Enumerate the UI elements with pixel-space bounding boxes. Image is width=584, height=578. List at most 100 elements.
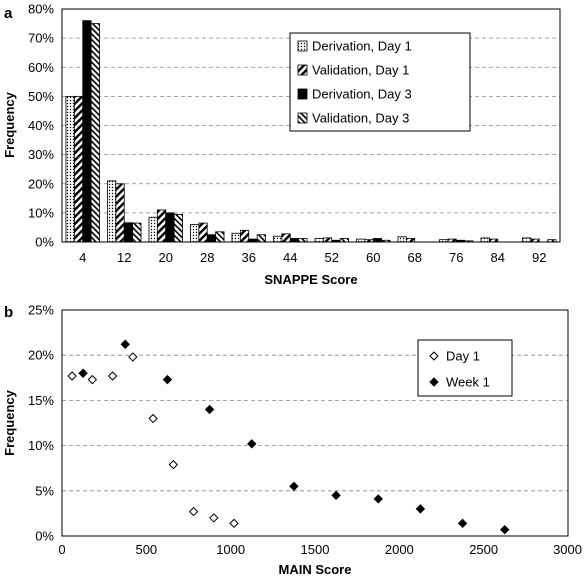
panel-a-bar <box>73 95 84 243</box>
panel-a-bar <box>231 232 241 243</box>
panel-a-y-tick-label: 40% <box>28 118 54 133</box>
panel-a-legend-swatch <box>297 64 308 76</box>
panel-a-x-axis-title: SNAPPE Score <box>264 272 357 287</box>
panel-b-y-tick-label: 20% <box>28 348 54 363</box>
panel-a-x-tick-labels: 4 12 20 28 36 44 52 60 68 76 84 92 <box>79 250 546 265</box>
panel-b-point <box>128 352 138 362</box>
panel-b-legend-marker <box>429 351 439 361</box>
panel-a-legend-swatch <box>297 88 308 100</box>
panel-a-x-tick-label: 92 <box>532 250 546 265</box>
panel-b-point <box>289 481 299 491</box>
panel-a-bar <box>82 20 92 243</box>
panel-a-bar <box>173 213 183 243</box>
panel-a-bar <box>198 222 208 243</box>
panel-a-x-tick-label: 60 <box>366 250 380 265</box>
panel-a-bar <box>314 238 324 243</box>
panel-b-point <box>67 371 77 381</box>
panel-a-bar <box>372 238 383 243</box>
panel-a-label: a <box>4 5 13 22</box>
panel-a-bar <box>339 238 349 243</box>
panel-b-point <box>107 371 118 381</box>
panel-a-y-tick-label: 10% <box>28 205 54 220</box>
panel-b-point <box>204 404 215 415</box>
panel-b-point <box>373 494 383 504</box>
panel-b-x-axis-title: MAIN Score <box>279 562 352 577</box>
panel-b-point <box>120 339 130 350</box>
panel-b-point <box>168 459 179 470</box>
panel-a-bar <box>65 95 75 243</box>
panel-b-plot-frame <box>61 309 569 537</box>
panel-a-bar <box>273 235 283 243</box>
panel-a-x-tick-label: 4 <box>79 250 86 265</box>
panel-a-bar <box>107 180 117 243</box>
panel-a-y-tick-label: 50% <box>28 89 54 104</box>
panel-b-legend-label: Day 1 <box>446 349 480 364</box>
panel-a-bar <box>156 209 167 243</box>
panel-b-point <box>457 518 468 529</box>
panel-a-bar <box>289 238 300 243</box>
panel-a-bar <box>90 23 100 243</box>
panel-a-legend-swatch <box>297 40 308 52</box>
panel-b-y-tick-label: 10% <box>28 438 54 453</box>
panel-a-legend-label: Validation, Day 1 <box>312 63 409 78</box>
panel-a-bar <box>215 231 225 243</box>
panel-a-bar <box>239 229 250 243</box>
panel-a-bar <box>148 216 158 243</box>
panel-a-y-tick-label: 60% <box>28 60 54 75</box>
panel-a-legend-label: Derivation, Day 1 <box>312 39 412 54</box>
panel-a-bar <box>190 224 200 243</box>
panel-a-x-tick-label: 12 <box>117 250 131 265</box>
panel-a-x-tick-label: 76 <box>449 250 463 265</box>
panel-b-point <box>331 490 341 501</box>
panel-b-point <box>78 368 88 378</box>
panel-a-y-tick-label: 80% <box>28 2 54 17</box>
panel-a-y-axis-title: Frequency <box>2 91 17 158</box>
panel-b-y-tick-label: 5% <box>35 483 54 498</box>
panel-b-x-tick-label: 1500 <box>301 542 330 557</box>
panel-a-bar <box>123 222 134 243</box>
panel-a-bar <box>298 238 308 243</box>
panel-a-legend: Derivation, Day 1 Validation, Day 1 Deriva… <box>289 32 471 132</box>
panel-b-legend-label: Week 1 <box>446 375 490 390</box>
panel-b-point <box>87 374 98 385</box>
panel-a-bar <box>132 222 142 243</box>
panel-a-plot-frame <box>61 8 561 243</box>
panel-b-point <box>415 504 426 514</box>
panel-a-y-tick-label: 70% <box>28 31 54 46</box>
panel-a-x-tick-label: 52 <box>325 250 339 265</box>
panel-b-x-tick-labels: 0 500 1000 1500 2000 2500 3000 <box>58 542 582 557</box>
panel-a-x-tick-label: 44 <box>283 250 297 265</box>
panel-a-legend-box <box>289 32 471 132</box>
panel-b-point <box>209 513 219 523</box>
panel-a-bar <box>322 237 333 243</box>
panel-a-bar <box>405 238 416 243</box>
panel-b-legend-marker <box>429 377 439 387</box>
panel-a: a 0% 10% 20% 30% 40% 50% 60% 70% 80% 4 12 20 28 36 44… <box>2 2 561 287</box>
panel-b-y-tick-label: 15% <box>28 393 54 408</box>
panel-b-y-axis-title: Frequency <box>2 389 17 456</box>
panel-b-y-tick-label: 25% <box>28 303 54 318</box>
panel-b: b 0% 5% 10% 15% 20% 25% 0 500 1000 1500 2000 2500 3… <box>2 303 582 578</box>
panel-b-point <box>247 439 257 449</box>
panel-a-x-tick-label: 68 <box>408 250 422 265</box>
panel-a-bar <box>165 212 175 243</box>
panel-b-point <box>229 518 239 529</box>
panel-b-legend: Day 1 Week 1 <box>417 339 513 397</box>
panel-a-bar <box>256 234 266 243</box>
panel-b-x-tick-label: 1000 <box>216 542 245 557</box>
panel-b-y-tick-labels: 0% 5% 10% 15% 20% 25% <box>28 303 54 544</box>
panel-a-bar <box>397 236 407 243</box>
panel-a-bar <box>480 237 490 243</box>
panel-b-y-tick-label: 0% <box>35 529 54 544</box>
panel-b-x-tick-label: 500 <box>135 542 157 557</box>
panel-b-legend-box <box>417 339 513 397</box>
panel-a-y-tick-label: 30% <box>28 147 54 162</box>
panel-a-bar <box>206 234 217 243</box>
panel-a-y-tick-label: 20% <box>28 176 54 191</box>
panel-a-x-tick-label: 84 <box>491 250 505 265</box>
panel-a-bar <box>115 183 125 243</box>
panel-b-x-tick-label: 2500 <box>469 542 498 557</box>
panel-b-x-tick-label: 0 <box>58 542 65 557</box>
panel-b-x-tick-label: 2000 <box>385 542 414 557</box>
